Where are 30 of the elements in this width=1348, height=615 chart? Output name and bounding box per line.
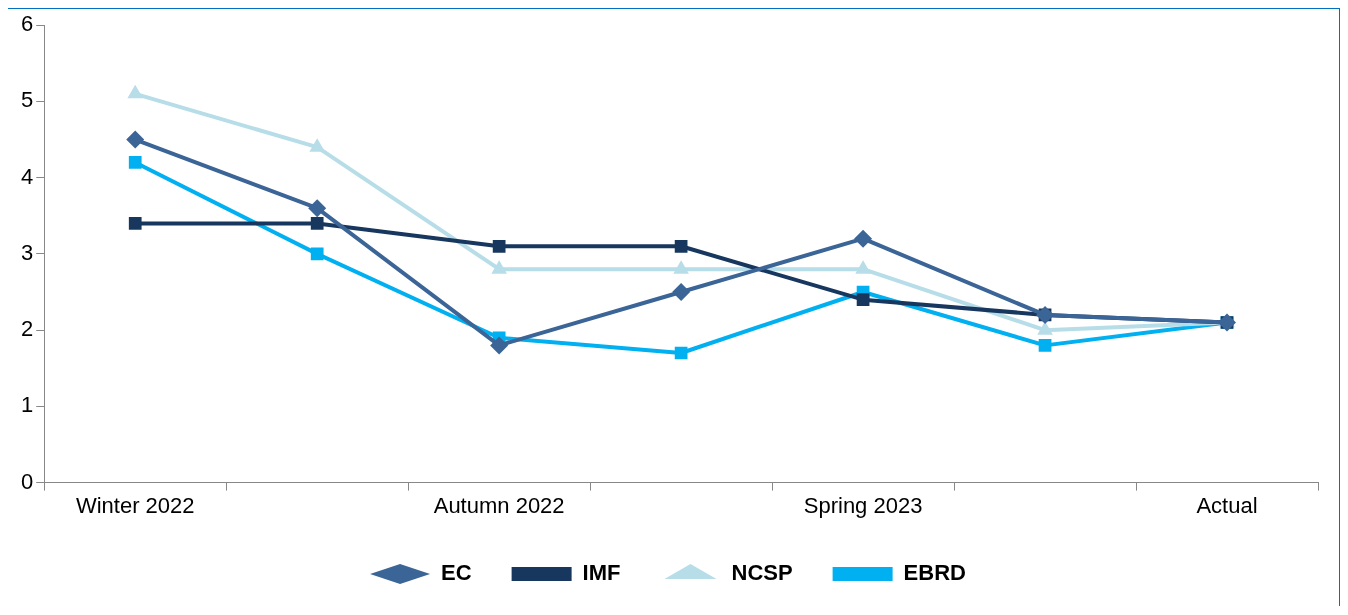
point	[1038, 339, 1052, 352]
x-tick-label: Winter 2022	[75, 492, 195, 518]
y-tick-label: 5	[20, 87, 34, 113]
x-tick-label: Spring 2023	[803, 492, 923, 518]
y-tick-label: 3	[20, 239, 34, 265]
point	[128, 156, 142, 169]
point	[856, 293, 870, 306]
point	[126, 130, 145, 149]
point	[492, 239, 506, 253]
point	[128, 217, 142, 230]
point	[854, 229, 873, 248]
y-tick-label: 2	[20, 316, 34, 342]
x-tick-label: Actual	[1196, 492, 1258, 518]
point	[490, 336, 509, 355]
point	[674, 239, 688, 253]
y-tick-label: 0	[20, 468, 34, 494]
legend-label: EC	[441, 560, 472, 586]
point	[308, 199, 327, 218]
y-tick-label: 6	[20, 11, 34, 37]
point	[309, 138, 325, 152]
point	[672, 283, 691, 302]
point	[310, 217, 324, 230]
point	[310, 247, 324, 261]
legend-label: NCSP	[731, 560, 793, 586]
point	[127, 84, 144, 99]
legend-label: EBRD	[903, 560, 966, 586]
y-tick-label: 4	[20, 163, 34, 189]
y-tick-label: 1	[20, 392, 34, 418]
x-tick-label: Autumn 2022	[433, 492, 565, 518]
legend-label: IMF	[582, 560, 621, 586]
